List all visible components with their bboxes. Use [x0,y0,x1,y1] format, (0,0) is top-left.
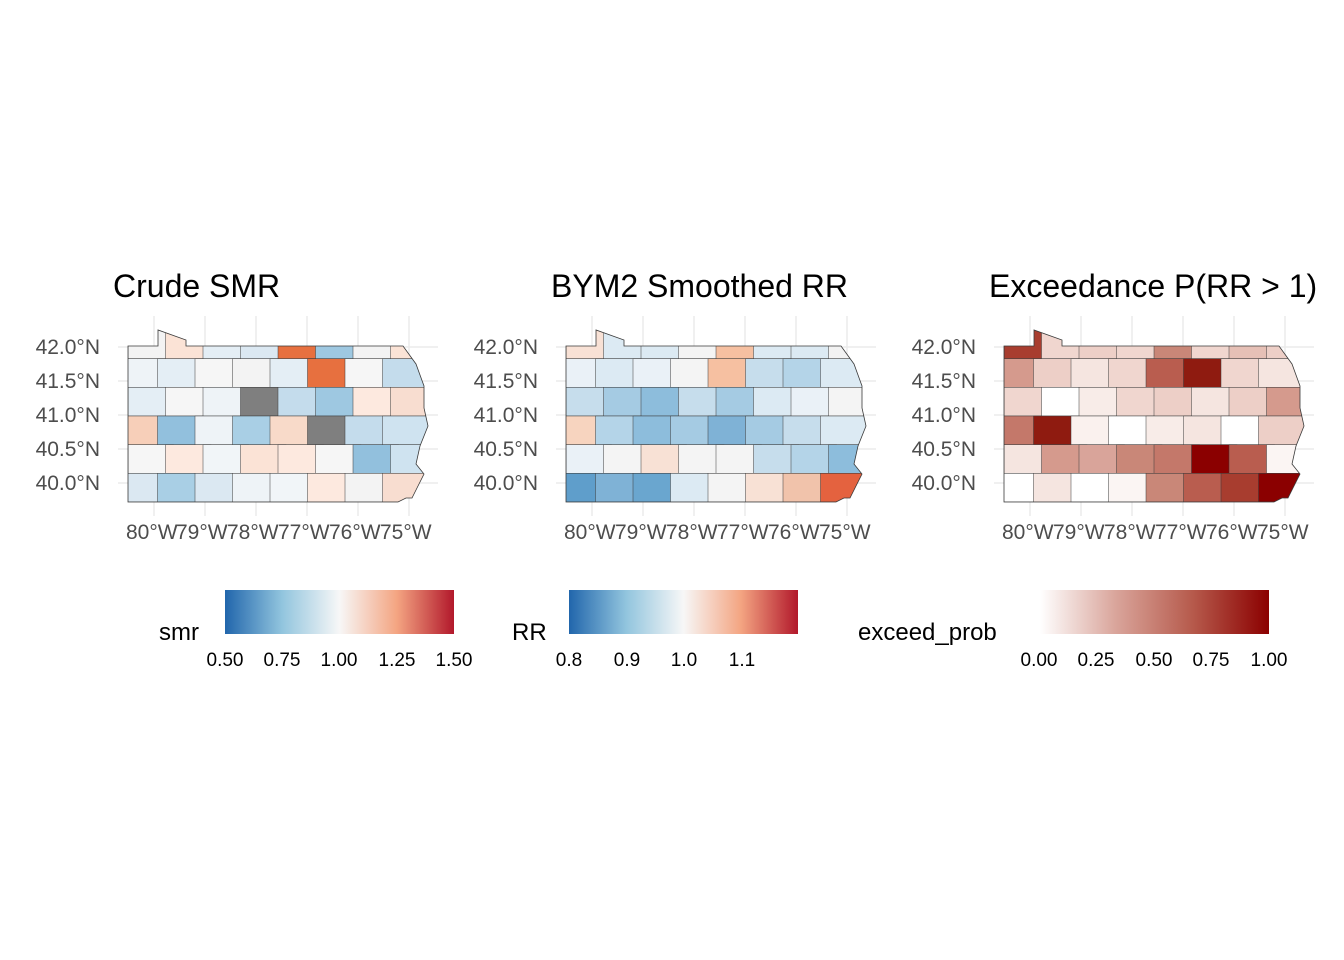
county-tiles [1004,330,1304,502]
county-tiles [128,330,428,502]
y-tick: 41.5°N [473,370,538,393]
legend-tick: 0.00 [1020,650,1058,671]
map-panel-0 [118,316,438,516]
legend-tick: 1.1 [728,650,756,671]
y-tick: 40.0°N [35,472,100,495]
county-polygon [390,330,428,359]
x-tick: 76°W [329,521,381,544]
x-tick: 80°W [1002,521,1054,544]
county-polygon [382,358,428,388]
county-polygon [390,387,428,417]
map-panel-1 [556,316,876,516]
state-outline [1003,329,1305,503]
state-outline [565,329,867,503]
county-polygon [1258,358,1304,388]
panel-title-exceedance: Exceedance P(RR > 1) [989,268,1318,304]
x-tick: 78°W [227,521,279,544]
x-tick: 77°W [278,521,330,544]
y-tick: 42.0°N [35,336,100,359]
legend-title: RR [512,619,547,646]
map-panel-2 [994,316,1314,516]
x-tick: 78°W [1104,521,1156,544]
legend-tick: 0.25 [1077,650,1115,671]
x-tick: 78°W [666,521,718,544]
x-tick: 80°W [126,521,178,544]
y-tick: 40.5°N [473,438,538,461]
county-polygon [820,415,866,445]
legend-colorbar [225,590,454,634]
county-polygon [1266,387,1304,417]
legend-title: smr [159,619,199,646]
x-tick: 79°W [1053,521,1105,544]
y-tick: 40.5°N [35,438,100,461]
county-polygon [382,473,428,502]
legend-tick: 0.75 [1192,650,1230,671]
legend-tick: 1.00 [320,650,358,671]
legend-colorbar [569,590,798,634]
county-polygon [820,358,866,388]
legend-colorbar [1040,590,1269,634]
legend-tick: 0.50 [206,650,244,671]
x-tick: 75°W [819,521,871,544]
y-tick: 40.0°N [911,472,976,495]
x-tick: 77°W [717,521,769,544]
county-polygon [382,415,428,445]
y-tick: 42.0°N [911,336,976,359]
legend-tick: 0.8 [555,650,583,671]
county-polygon [1258,415,1304,445]
county-polygon [1266,330,1304,359]
y-tick: 40.5°N [911,438,976,461]
legend-tick: 0.75 [263,650,301,671]
legend-tick: 1.00 [1250,650,1288,671]
legend-tick: 0.50 [1135,650,1173,671]
legend-title: exceed_prob [858,619,997,646]
county-polygon [820,473,866,502]
legend-tick: 1.50 [435,650,473,671]
state-outline [127,329,429,503]
x-tick: 80°W [564,521,616,544]
panel-title-bym2-rr: BYM2 Smoothed RR [551,268,849,304]
x-tick: 75°W [1257,521,1309,544]
y-tick: 40.0°N [473,472,538,495]
y-tick: 41.0°N [473,404,538,427]
y-tick: 42.0°N [473,336,538,359]
county-polygon [828,387,866,417]
x-tick: 79°W [176,521,228,544]
panel-title-crude-smr: Crude SMR [113,268,281,304]
legend-tick: 1.0 [670,650,698,671]
y-tick: 41.5°N [35,370,100,393]
county-polygon [828,330,866,359]
legend-tick: 1.25 [378,650,416,671]
x-tick: 75°W [380,521,432,544]
x-tick: 76°W [768,521,820,544]
county-tiles [566,330,866,502]
legend-tick: 0.9 [613,650,641,671]
x-tick: 79°W [615,521,667,544]
x-tick: 77°W [1155,521,1207,544]
y-tick: 41.0°N [911,404,976,427]
y-tick: 41.5°N [911,370,976,393]
county-polygon [1258,473,1304,502]
x-tick: 76°W [1206,521,1258,544]
y-tick: 41.0°N [35,404,100,427]
